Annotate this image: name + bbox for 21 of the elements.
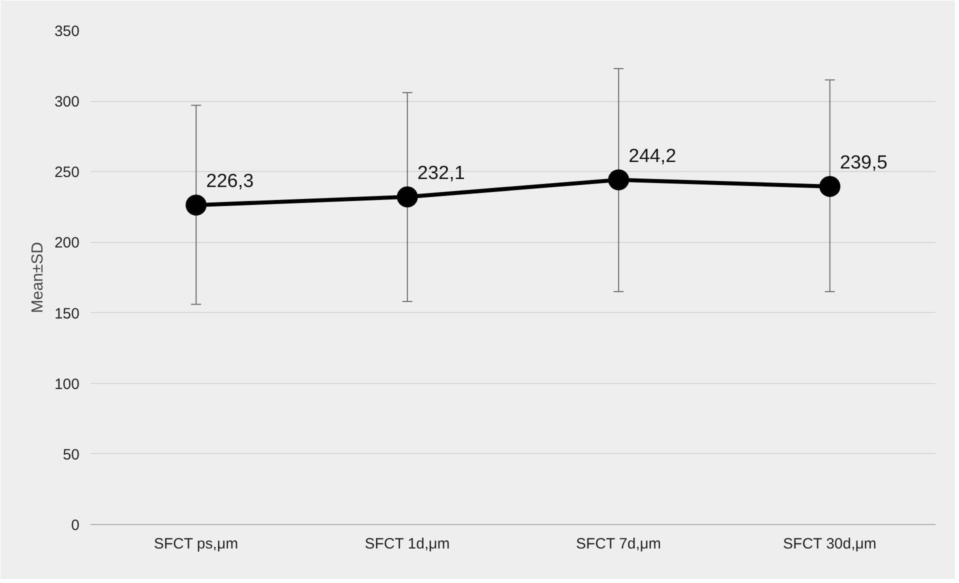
point [396, 186, 418, 208]
x-tick-label: SFCT 1d,μm [364, 536, 450, 552]
x-tick-label: SFCT 7d,μm [576, 536, 662, 552]
y-tick-label: 200 [54, 234, 80, 252]
point [608, 169, 630, 190]
data-label: 239,5 [840, 152, 888, 174]
data-label: 244,2 [628, 146, 676, 167]
y-tick-label: 250 [54, 164, 80, 182]
y-tick-label: 150 [54, 305, 80, 322]
y-tick-label: 300 [54, 94, 80, 111]
x-tick-label: SFCT ps,μm [154, 536, 238, 552]
point [186, 194, 207, 216]
point [819, 176, 840, 197]
x-tick-label: SFCT 30d,μm [783, 536, 876, 552]
data-label: 226,3 [206, 171, 254, 192]
y-tick-label: 50 [62, 446, 80, 464]
y-tick-label: 100 [54, 376, 80, 393]
y-tick-label: 350 [54, 23, 80, 40]
data-label: 232,1 [417, 162, 465, 184]
y-tick-label: 0 [71, 517, 80, 534]
y-axis-title: Mean±SD [29, 242, 46, 314]
